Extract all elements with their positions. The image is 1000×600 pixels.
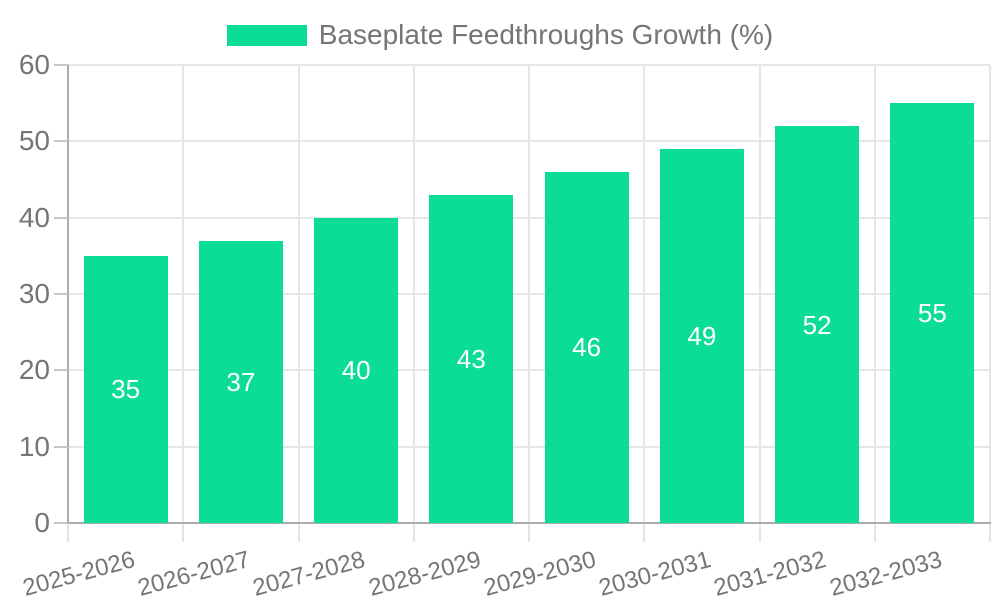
x-axis-tick [412,523,415,542]
y-axis-tick [54,64,68,66]
bar [314,217,399,523]
y-axis-tick [54,216,68,219]
bar [544,171,629,523]
gridline-vertical [297,65,300,523]
x-tick-label: 2029-2030 [480,546,599,600]
x-tick-label: 2031-2032 [711,546,830,600]
x-axis-tick [528,523,530,542]
legend-label: Baseplate Feedthroughs Growth (%) [318,19,774,50]
y-axis-tick [54,293,68,295]
y-axis-tick [54,369,68,372]
x-axis-tick [297,523,300,542]
bar [83,255,168,523]
x-tick-label: 2027-2028 [250,546,369,600]
y-axis-line [67,65,69,523]
y-tick-label: 30 [18,278,50,309]
bar [429,194,514,523]
x-axis-tick [182,523,185,542]
gridline-vertical [412,65,415,523]
bar [890,103,975,523]
x-axis-tick [758,523,761,542]
y-axis-tick [54,445,68,448]
x-axis-tick [67,523,69,542]
legend-item[interactable]: Baseplate Feedthroughs Growth (%) [226,19,774,50]
y-tick-label: 10 [18,430,50,462]
x-tick-label: 2032-2033 [826,546,945,600]
bar-value-label: 49 [687,320,717,351]
legend-swatch-icon [226,24,307,46]
y-tick-label: 50 [18,125,50,157]
x-axis-line [67,522,991,524]
bar [775,126,860,523]
bar-value-label: 37 [226,366,256,397]
y-tick-label: 0 [34,507,50,538]
y-tick-label: 20 [18,354,50,386]
y-axis-tick [54,140,68,143]
y-axis-tick [54,522,68,524]
gridline-vertical [758,65,761,523]
legend: Baseplate Feedthroughs Growth (%) [0,21,1000,49]
bar-value-label: 40 [341,355,371,386]
x-tick-label: 2028-2029 [365,546,484,600]
gridline-vertical [873,65,876,523]
bar [198,240,283,523]
gridline-vertical [182,65,185,523]
bar-value-label: 55 [917,298,947,329]
gridline-vertical [989,65,991,523]
bar-value-label: 35 [111,374,141,405]
bar [659,148,744,523]
y-tick-label: 40 [18,201,50,233]
x-tick-label: 2026-2027 [135,546,253,600]
bar-value-label: 52 [802,309,832,340]
x-axis-tick [873,523,876,542]
x-axis-tick [989,523,991,542]
bar-value-label: 43 [456,343,486,374]
x-tick-label: 2030-2031 [596,546,714,600]
y-tick-label: 60 [18,49,50,80]
gridline-vertical [528,65,530,523]
gridline-vertical [643,65,646,523]
x-tick-label: 2025-2026 [19,546,138,600]
x-axis-tick [643,523,646,542]
bar-value-label: 46 [572,332,602,363]
